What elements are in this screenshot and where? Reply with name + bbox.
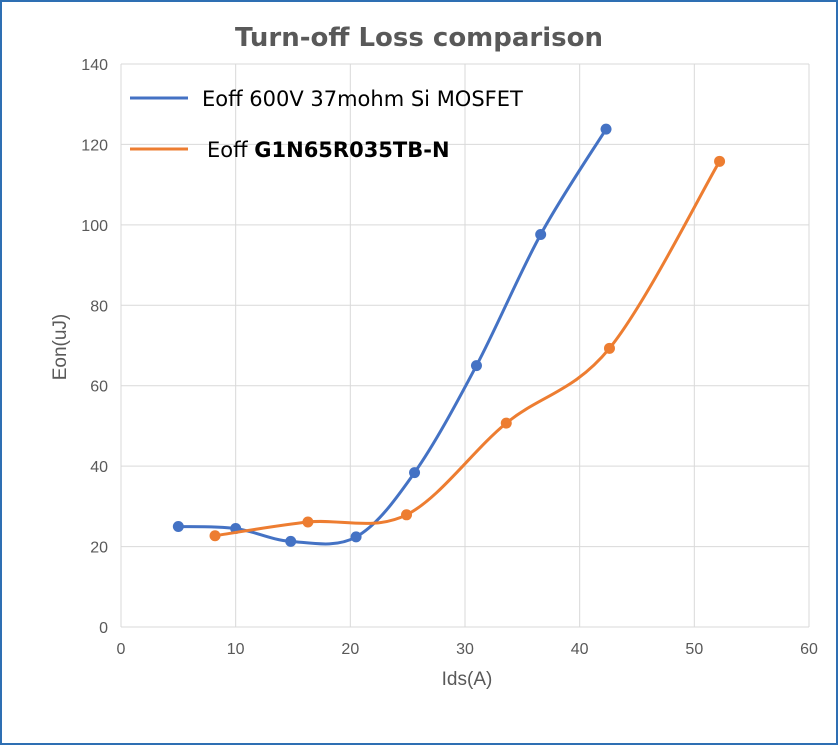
chart-title: Turn-off Loss comparison: [235, 23, 603, 53]
data-point: [285, 535, 297, 547]
data-point: [302, 516, 314, 528]
y-tick-label: 120: [81, 137, 108, 154]
x-tick-label: 20: [341, 641, 359, 658]
y-tick-label: 0: [99, 620, 108, 637]
series-line: [213, 159, 722, 538]
y-tick-label: 20: [90, 540, 108, 557]
data-point: [350, 531, 362, 543]
legend-label-bold: G1N65R035TB-N: [254, 138, 449, 162]
y-tick-label: 40: [90, 459, 108, 476]
data-point: [714, 155, 726, 167]
data-point: [172, 520, 184, 532]
series-2: [209, 155, 726, 542]
x-tick-label: 40: [571, 641, 589, 658]
series-group: [172, 123, 726, 547]
data-point: [500, 417, 512, 429]
y-axis-title: Eon(uJ): [50, 314, 71, 381]
series-line: [176, 127, 608, 546]
x-axis-title: Ids(A): [442, 669, 493, 690]
data-point: [600, 123, 612, 135]
data-point: [401, 509, 413, 521]
y-axis-ticks: 0 20 40 60 80 100 120 140: [81, 57, 108, 637]
series-1: [172, 123, 612, 547]
y-tick-label: 60: [90, 379, 108, 396]
grid: [120, 63, 810, 628]
y-tick-label: 80: [90, 298, 108, 315]
legend-label: Eoff G1N65R035TB-N: [207, 138, 450, 162]
x-tick-label: 30: [456, 641, 474, 658]
legend: Eoff 600V 37mohm Si MOSFET Eoff G1N65R035…: [130, 87, 523, 162]
data-point: [535, 229, 547, 241]
x-tick-label: 50: [685, 641, 703, 658]
data-point: [603, 342, 615, 354]
x-tick-label: 0: [117, 641, 126, 658]
data-point: [470, 360, 482, 372]
y-tick-label: 100: [81, 218, 108, 235]
y-tick-label: 140: [81, 57, 108, 74]
data-point: [209, 530, 221, 542]
legend-label-prefix: Eoff: [207, 138, 254, 162]
x-tick-label: 10: [227, 641, 245, 658]
x-tick-label: 60: [800, 641, 818, 658]
legend-label: Eoff 600V 37mohm Si MOSFET: [202, 87, 523, 111]
legend-label-prefix: Eoff 600V 37mohm Si MOSFET: [202, 87, 523, 111]
data-point: [409, 467, 421, 479]
x-axis-ticks: 0 10 20 30 40 50 60: [117, 641, 818, 658]
